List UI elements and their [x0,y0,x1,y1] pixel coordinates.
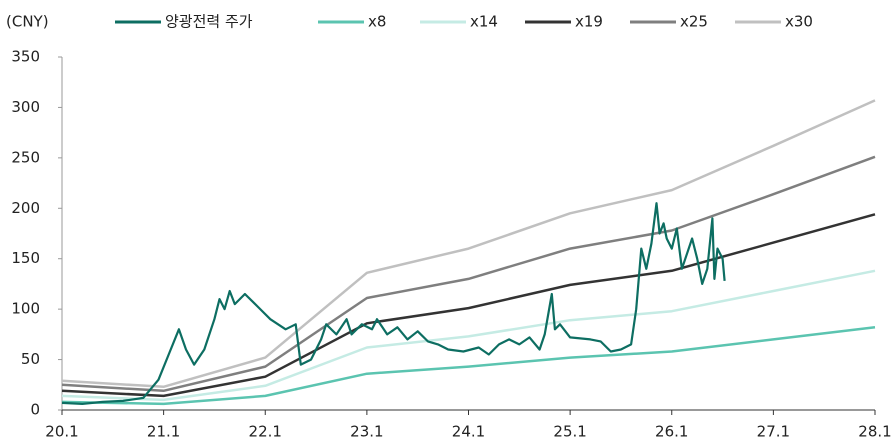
x-tick-label: 20.1 [45,423,78,441]
x-tick-label: 25.1 [553,423,586,441]
series-line [61,213,876,398]
series-line [61,326,876,406]
y-tick-label: 150 [11,249,40,267]
y-tick-label: 100 [11,300,40,318]
legend-label: x8 [368,13,386,31]
y-axis-label: (CNY) [6,13,49,31]
y-tick-label: 250 [11,148,40,166]
legend-label: x25 [680,13,708,31]
series-line [61,269,876,402]
y-tick-label: 200 [11,199,40,217]
series-line [61,99,876,389]
series-line [61,202,726,405]
x-tick-label: 24.1 [452,423,485,441]
x-tick-label: 22.1 [249,423,282,441]
x-tick-label: 21.1 [147,423,180,441]
legend-label: 양광전력 주가 [165,13,253,31]
y-tick-label: 50 [21,350,40,368]
y-tick-label: 300 [11,98,40,116]
legend-label: x14 [470,13,498,31]
y-tick-label: 0 [30,401,40,419]
series-line [61,155,876,393]
x-tick-label: 28.1 [858,423,891,441]
legend-label: x19 [575,13,603,31]
x-tick-label: 23.1 [350,423,383,441]
y-tick-label: 350 [11,48,40,66]
legend-label: x30 [785,13,813,31]
x-tick-label: 27.1 [757,423,790,441]
x-tick-label: 26.1 [655,423,688,441]
